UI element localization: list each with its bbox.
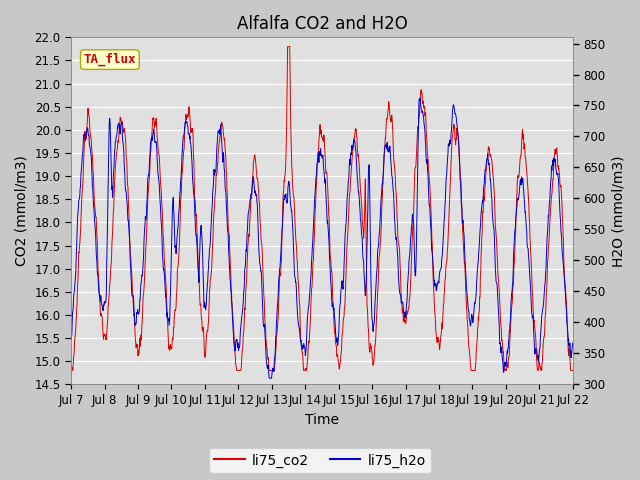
- li75_h2o: [235, 346, 243, 352]
- li75_h2o: [67, 337, 75, 343]
- Title: Alfalfa CO2 and H2O: Alfalfa CO2 and H2O: [237, 15, 407, 33]
- li75_co2: [569, 368, 577, 373]
- li75_co2: [284, 44, 291, 49]
- li75_co2: [400, 314, 408, 320]
- li75_co2: [68, 368, 76, 373]
- Y-axis label: CO2 (mmol/m3): CO2 (mmol/m3): [15, 156, 29, 266]
- li75_h2o: [166, 290, 174, 296]
- li75_co2: [466, 350, 474, 356]
- li75_co2: [510, 265, 518, 271]
- li75_h2o: [179, 141, 186, 146]
- li75_co2: [179, 158, 187, 164]
- Line: li75_h2o: li75_h2o: [71, 98, 573, 378]
- Line: li75_co2: li75_co2: [71, 47, 573, 371]
- li75_h2o: [466, 318, 474, 324]
- Legend: li75_co2, li75_h2o: li75_co2, li75_h2o: [209, 448, 431, 473]
- Text: TA_flux: TA_flux: [84, 53, 136, 66]
- li75_h2o: [416, 95, 424, 101]
- li75_h2o: [400, 308, 408, 313]
- li75_h2o: [510, 248, 518, 253]
- li75_co2: [236, 368, 243, 373]
- li75_co2: [167, 346, 175, 351]
- Y-axis label: H2O (mmol/m3): H2O (mmol/m3): [611, 155, 625, 266]
- X-axis label: Time: Time: [305, 413, 339, 427]
- li75_h2o: [265, 375, 273, 381]
- li75_co2: [67, 366, 75, 372]
- li75_h2o: [569, 340, 577, 346]
